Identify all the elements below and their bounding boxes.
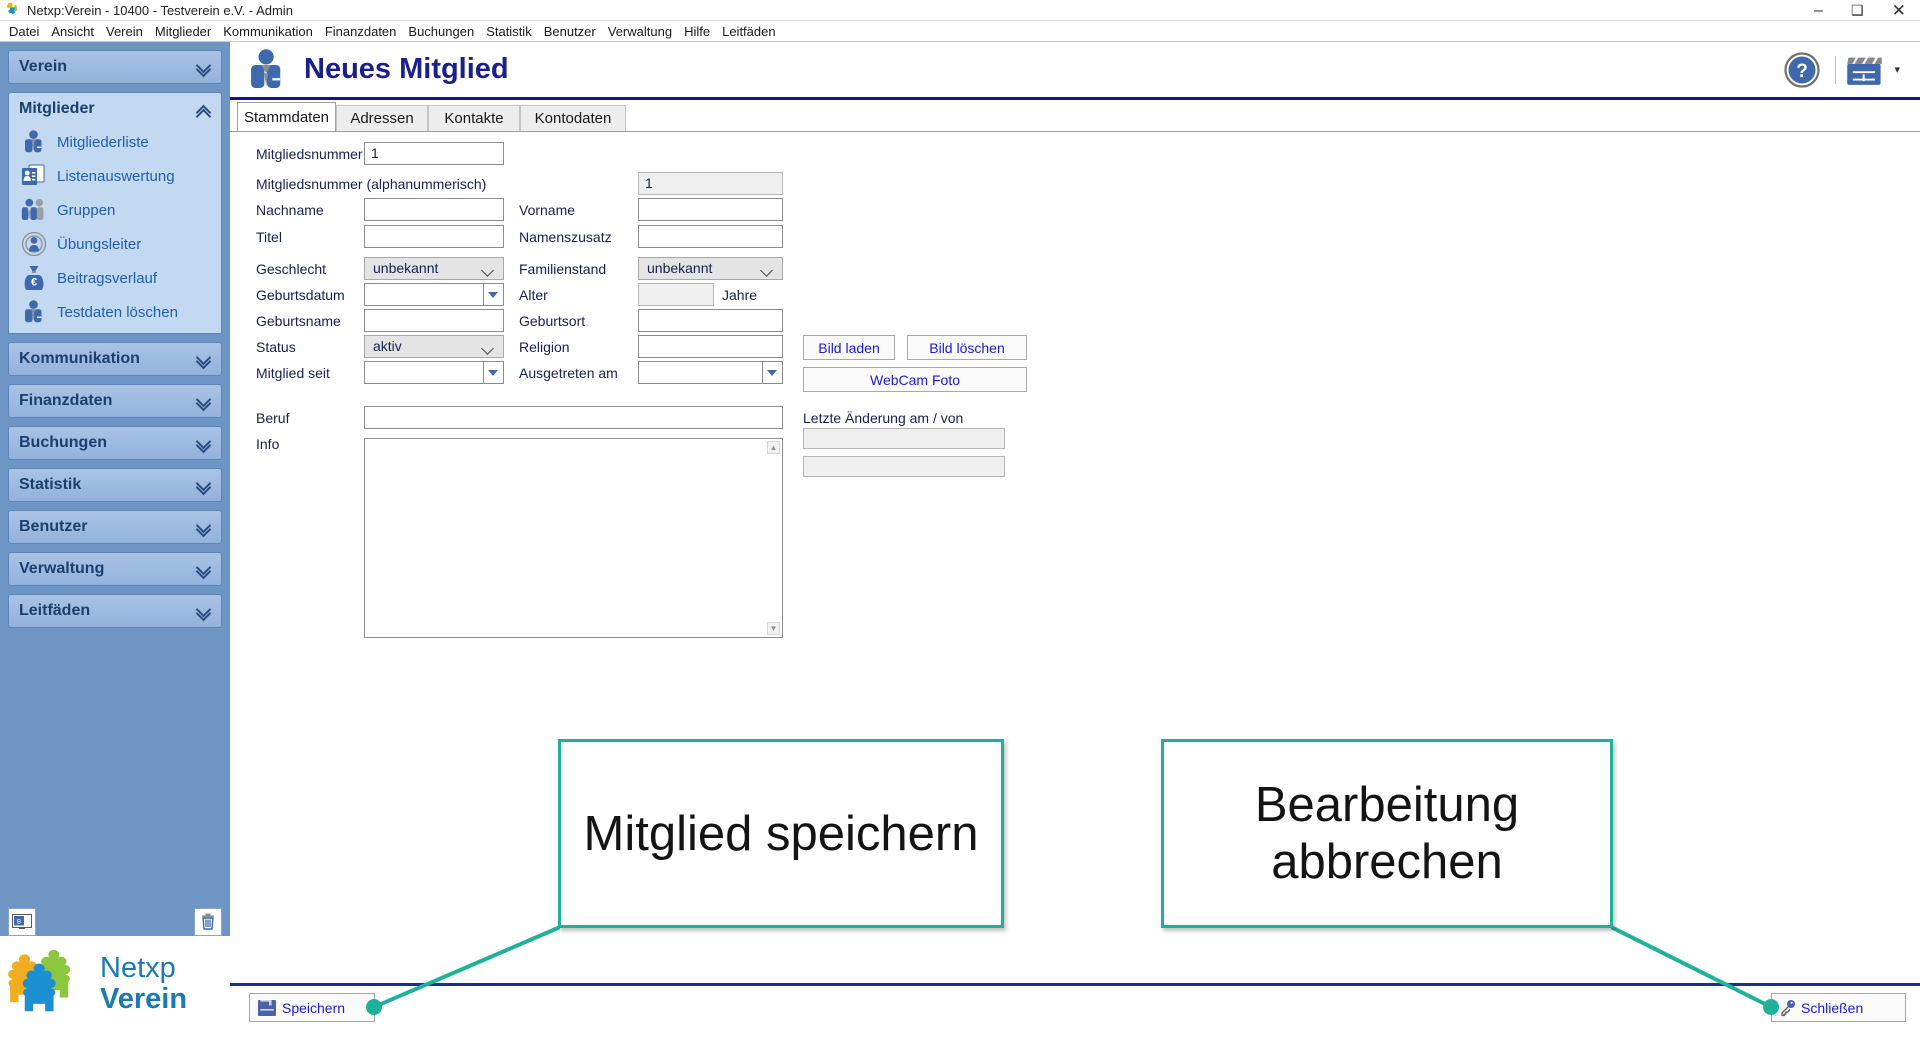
svg-text:B: B	[17, 920, 21, 926]
svg-text:?: ?	[1797, 61, 1809, 82]
svg-text:€: €	[31, 277, 37, 289]
